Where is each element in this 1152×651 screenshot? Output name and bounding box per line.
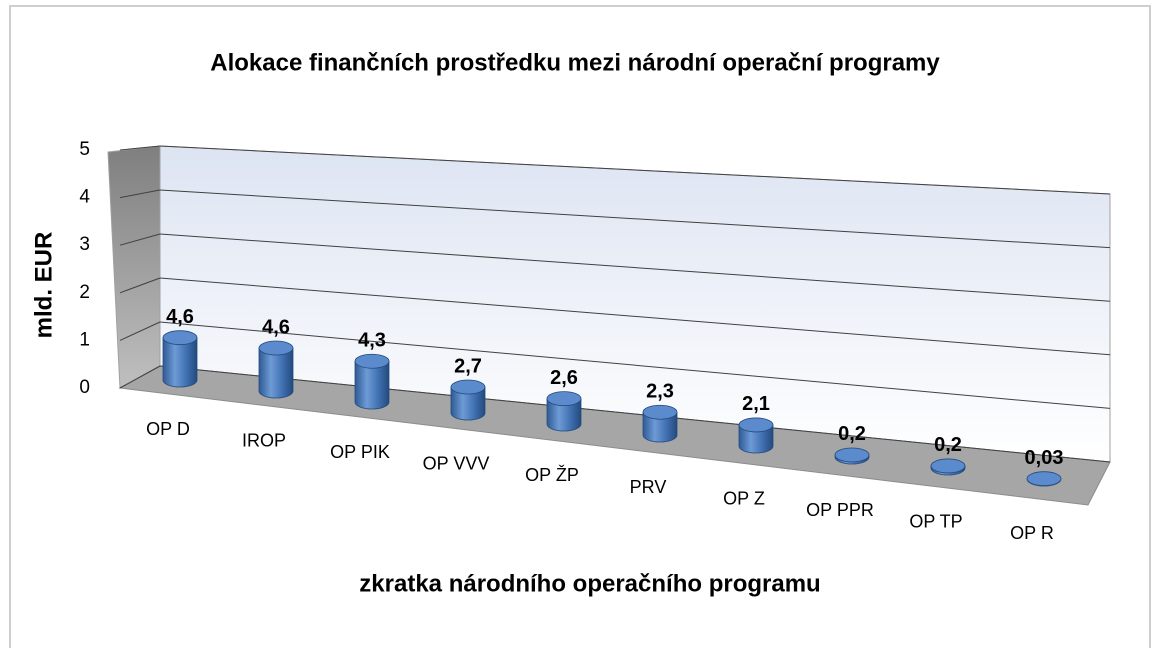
side-grid-line bbox=[119, 145, 161, 151]
bar bbox=[642, 411, 678, 443]
side-grid-line bbox=[119, 189, 161, 199]
grid-line bbox=[159, 145, 1111, 195]
bar bbox=[546, 398, 582, 432]
data-label: 2,3 bbox=[646, 381, 674, 403]
y-axis-title: mld. EUR bbox=[30, 232, 57, 339]
y-tick-label: 1 bbox=[79, 329, 90, 350]
x-tick-label: OP PPR bbox=[806, 500, 874, 520]
data-label: 0,2 bbox=[934, 434, 962, 456]
y-tick-label: 5 bbox=[79, 139, 90, 160]
bar bbox=[738, 424, 774, 454]
bar bbox=[450, 386, 486, 421]
y-tick-label: 4 bbox=[79, 187, 90, 208]
grid-line bbox=[159, 189, 1111, 249]
x-tick-label: OP PIK bbox=[330, 442, 390, 462]
x-tick-label: OP R bbox=[1010, 523, 1054, 543]
data-label: 4,6 bbox=[166, 306, 194, 328]
bar bbox=[258, 347, 294, 399]
bar-top bbox=[834, 447, 870, 463]
x-tick-label: PRV bbox=[630, 477, 667, 497]
x-tick-label: IROP bbox=[242, 430, 286, 450]
grid-line bbox=[159, 277, 1111, 356]
bar bbox=[354, 360, 390, 410]
side-grid-line bbox=[119, 321, 161, 341]
x-axis-title: zkratka národního operačního programu bbox=[359, 570, 820, 597]
x-tick-label: OP ŽP bbox=[525, 465, 579, 485]
data-label: 0,03 bbox=[1025, 447, 1064, 469]
side-grid-line bbox=[119, 233, 161, 246]
bar-top bbox=[930, 458, 966, 474]
bar-top bbox=[354, 353, 390, 369]
bar-top bbox=[738, 417, 774, 433]
x-tick-label: OP D bbox=[146, 419, 190, 439]
chart-border bbox=[9, 5, 1151, 648]
bar-top bbox=[1026, 471, 1062, 487]
y-tick-label: 2 bbox=[79, 282, 90, 303]
bar-top bbox=[162, 330, 198, 346]
bar-top bbox=[258, 340, 294, 356]
data-label: 2,6 bbox=[550, 367, 578, 389]
side-grid-line bbox=[119, 365, 161, 389]
x-tick-label: OP TP bbox=[909, 512, 962, 532]
bar-top bbox=[546, 391, 582, 407]
data-label: 2,7 bbox=[454, 355, 482, 377]
grid-line bbox=[159, 365, 1111, 463]
side-wall bbox=[107, 145, 161, 389]
x-tick-label: OP VVV bbox=[423, 454, 490, 474]
side-grid-line bbox=[119, 277, 161, 294]
bar-top bbox=[642, 404, 678, 420]
y-tick-label: 3 bbox=[79, 234, 90, 255]
data-label: 4,6 bbox=[262, 316, 290, 338]
y-tick-label: 0 bbox=[79, 377, 90, 398]
grid-line bbox=[159, 233, 1111, 302]
bar-top bbox=[450, 379, 486, 395]
chart-title: Alokace finančních prostředku mezi národ… bbox=[210, 49, 940, 76]
grid-line bbox=[159, 321, 1111, 409]
data-label: 2,1 bbox=[742, 393, 770, 415]
data-label: 0,2 bbox=[838, 423, 866, 445]
data-label: 4,3 bbox=[358, 330, 386, 352]
bar bbox=[162, 337, 198, 388]
x-tick-label: OP Z bbox=[723, 488, 765, 508]
